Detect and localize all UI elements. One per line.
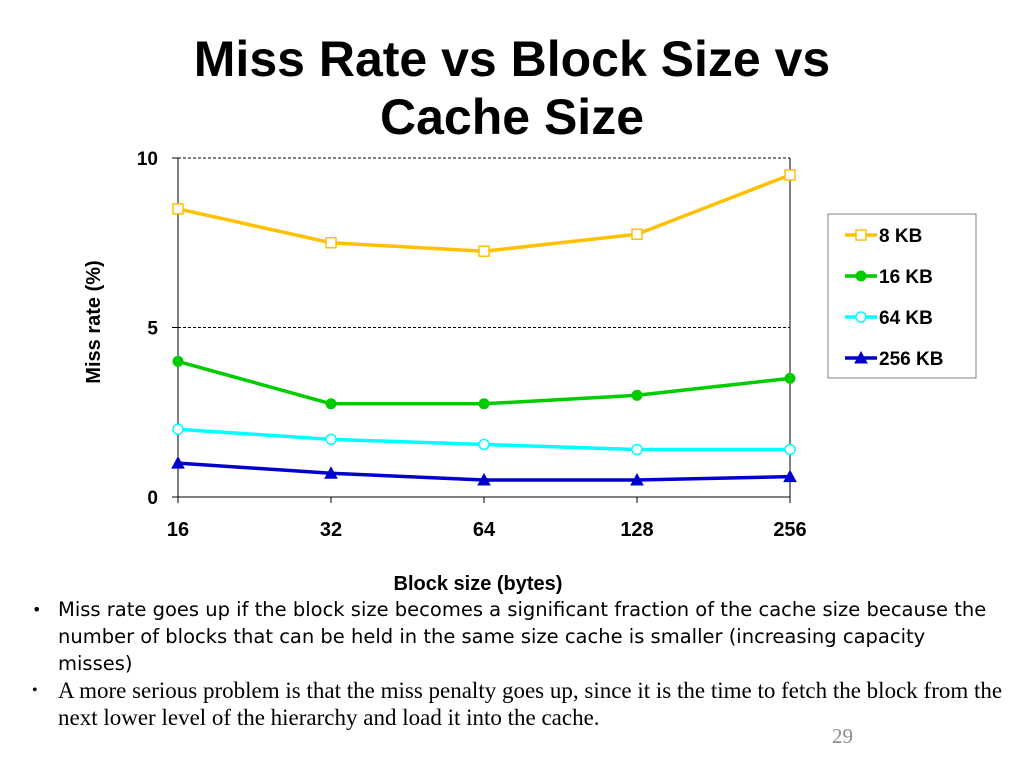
legend-label: 16 KB: [879, 267, 933, 288]
bullet-symbol: •: [32, 682, 38, 699]
data-point: [172, 355, 184, 367]
bullet-item: • Miss rate goes up if the block size be…: [30, 596, 1005, 677]
y-tick-label: 5: [147, 319, 158, 340]
data-point: [631, 228, 643, 241]
legend-item: 256 KB: [845, 349, 943, 370]
legend-item: 16 KB: [845, 267, 933, 288]
line-chart: 0 5 10 16 32 64 128 256 Block size (bytes) Miss r…: [83, 149, 977, 595]
data-point: [478, 245, 490, 257]
series-64-kb: [172, 423, 796, 456]
x-tick-label: 128: [620, 519, 653, 541]
data-point: [855, 270, 867, 282]
x-tick-label: 256: [773, 519, 806, 541]
slide-title: Miss Rate vs Block Size vs Cache Size: [112, 30, 912, 146]
slide-title-line2: Cache Size: [379, 89, 644, 145]
series-line: [177, 359, 791, 406]
y-axis-label: Miss rate (%): [83, 260, 105, 383]
x-tick-label: 64: [473, 519, 496, 541]
x-axis-label: Block size (bytes): [394, 573, 563, 595]
page-number: 29: [832, 724, 853, 748]
data-point: [784, 443, 796, 456]
x-tick-label: 16: [167, 519, 189, 541]
series-256-kb: [171, 456, 797, 486]
data-point: [325, 433, 337, 446]
data-point: [478, 438, 490, 451]
data-point: [854, 350, 868, 364]
data-point: [783, 469, 797, 483]
series-16-kb: [172, 355, 796, 410]
data-point: [478, 398, 490, 410]
data-point: [172, 423, 184, 435]
data-point: [784, 372, 796, 384]
data-point: [171, 456, 185, 469]
data-point: [324, 466, 338, 479]
data-point: [325, 398, 337, 410]
bullet-item: • A more serious problem is that the mis…: [30, 677, 1005, 731]
legend: 8 KB 16 KB 64 KB 256 KB: [827, 213, 977, 379]
slide-title-line1: Miss Rate vs Block Size vs: [193, 31, 831, 87]
data-point: [630, 473, 644, 486]
bullet-text: Miss rate goes up if the block size beco…: [58, 598, 987, 675]
y-tick-label: 10: [137, 149, 158, 170]
data-point: [631, 443, 643, 456]
legend-item: 64 KB: [845, 308, 933, 329]
legend-box: [827, 213, 977, 379]
legend-label: 256 KB: [879, 349, 943, 370]
bullet-list: • Miss rate goes up if the block size be…: [30, 596, 1005, 731]
data-point: [325, 237, 337, 249]
data-point: [631, 389, 643, 401]
legend-item: 8 KB: [845, 226, 922, 247]
data-point: [172, 203, 184, 215]
y-tick-label: 0: [147, 488, 158, 509]
data-point: [784, 169, 796, 181]
data-point: [477, 473, 491, 486]
series-line: [177, 173, 791, 253]
bullet-text: A more serious problem is that the miss …: [58, 678, 1003, 730]
bullet-symbol: •: [32, 600, 42, 619]
x-tick-label: 32: [320, 519, 342, 541]
data-point: [855, 229, 867, 241]
legend-label: 64 KB: [879, 308, 933, 329]
legend-label: 8 KB: [879, 226, 922, 247]
data-point: [855, 311, 867, 323]
series-8-kb: [172, 169, 796, 257]
